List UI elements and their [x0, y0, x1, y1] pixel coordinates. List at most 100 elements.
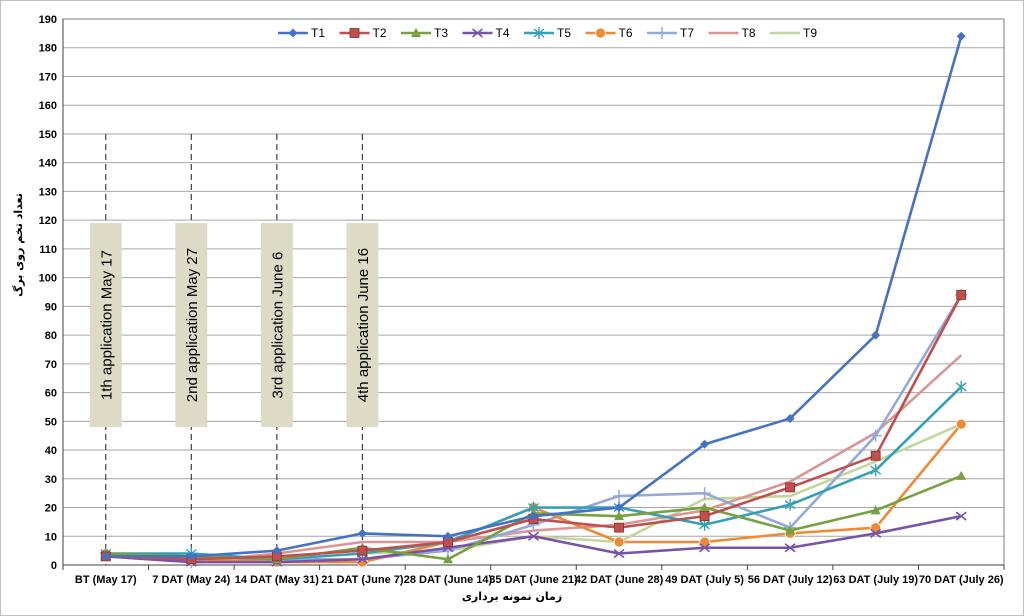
legend-item: T8: [708, 26, 756, 40]
data-point: [186, 551, 196, 561]
data-point: [357, 528, 367, 538]
x-tick-label: 49 DAT (July 5): [665, 574, 744, 586]
legend-label: T5: [557, 26, 571, 40]
y-tick-label: 60: [45, 388, 57, 400]
y-tick-label: 110: [39, 244, 57, 256]
y-tick-label: 150: [39, 129, 57, 141]
y-tick-label: 100: [39, 273, 57, 285]
data-point: [443, 531, 453, 541]
legend-item: T4: [462, 26, 510, 40]
x-tick-label: 28 DAT (June 14): [404, 574, 493, 586]
legend-item: T2: [339, 26, 387, 40]
data-point: [784, 498, 796, 511]
data-point: [871, 330, 881, 340]
y-tick-label: 0: [51, 560, 57, 572]
legend-label: T8: [742, 26, 756, 40]
data-point: [613, 490, 626, 503]
data-point: [272, 546, 282, 556]
data-point: [955, 418, 967, 430]
data-point: [956, 289, 967, 300]
legend-label: T3: [434, 26, 448, 40]
legend-item: T7: [647, 26, 694, 40]
application-label: 3rd application June 6: [269, 252, 286, 399]
legend: T1 T2 T3 T4 T5 T6 T7 T8 T9: [278, 26, 817, 40]
legend-marker: [533, 27, 545, 39]
y-tick-label: 70: [45, 359, 57, 371]
legend-label: T1: [311, 26, 325, 40]
data-point: [613, 536, 625, 548]
data-point: [870, 528, 882, 539]
data-point: [614, 522, 624, 533]
data-point: [357, 545, 368, 556]
y-tick-label: 50: [45, 416, 57, 428]
x-axis-title: زمان نمونه برداری: [462, 590, 562, 603]
x-tick-label: 63 DAT (July 19): [833, 574, 918, 586]
data-point: [870, 464, 882, 477]
data-point: [442, 554, 453, 564]
application-label: 2nd application May 27: [184, 248, 201, 402]
application-box: [175, 223, 208, 428]
application-label: 4th application June 16: [355, 248, 372, 402]
data-point: [870, 505, 881, 515]
data-point: [699, 543, 711, 553]
legend-item: T9: [770, 26, 817, 40]
x-tick-labels: BT (May 17) 7 DAT (May 24) 14 DAT (May 31)…: [62, 565, 1005, 586]
legend-item: T5: [524, 26, 571, 40]
legend-marker: [411, 28, 421, 37]
legend-item: T1: [278, 26, 325, 40]
gridlines: [62, 18, 1005, 566]
x-tick-label: 21 DAT (June 7): [321, 574, 404, 586]
y-tick-label: 90: [45, 301, 57, 313]
x-tick-label: BT (May 17): [75, 574, 137, 586]
legend-marker: [349, 28, 360, 38]
data-point: [698, 487, 711, 500]
y-tick-label: 40: [45, 445, 57, 457]
x-tick-label: 7 DAT (May 24): [152, 574, 230, 586]
y-tick-label: 30: [45, 474, 57, 486]
y-axis-title: تعداد تخم روی برگ: [11, 193, 25, 297]
data-point: [785, 482, 796, 493]
data-point: [784, 543, 796, 553]
data-point: [785, 413, 795, 423]
data-point: [699, 502, 710, 512]
application-box: [89, 223, 122, 428]
data-point: [955, 511, 967, 521]
data-point: [614, 503, 624, 513]
legend-item: T6: [585, 26, 633, 40]
data-point: [869, 429, 882, 442]
legend-marker: [472, 28, 483, 38]
y-tick-label: 20: [45, 503, 57, 515]
data-point: [529, 511, 538, 521]
data-point: [101, 551, 111, 561]
data-point: [870, 450, 881, 461]
y-tick-label: 120: [39, 215, 57, 227]
series-T1: [101, 31, 966, 561]
legend-label: T4: [496, 26, 510, 40]
application-box: [260, 223, 293, 428]
data-point: [785, 525, 796, 535]
legend-item: T3: [401, 26, 448, 40]
data-point: [614, 511, 625, 521]
y-tick-label: 160: [39, 100, 57, 112]
legend-marker: [595, 27, 606, 39]
data-point: [528, 531, 539, 541]
application-box: [346, 223, 379, 428]
legend-label: T6: [619, 26, 633, 40]
legend-label: T7: [680, 26, 694, 40]
application-markers: 1th application May 17 2nd application Ma…: [89, 133, 379, 565]
x-tick-label: 42 DAT (June 28): [575, 574, 664, 586]
legend-label: T9: [803, 26, 817, 40]
y-tick-label: 180: [39, 43, 57, 55]
data-series: [99, 31, 968, 569]
y-tick-label: 190: [39, 14, 57, 26]
data-point: [700, 439, 710, 449]
data-point: [699, 511, 710, 522]
x-tick-label: 14 DAT (May 31): [235, 574, 319, 586]
y-tick-label: 10: [45, 531, 57, 543]
data-point: [955, 380, 967, 393]
x-tick-label: 70 DAT (July 26): [919, 574, 1004, 586]
x-tick-label: 56 DAT (July 12): [748, 574, 833, 586]
y-tick-label: 130: [39, 186, 57, 198]
